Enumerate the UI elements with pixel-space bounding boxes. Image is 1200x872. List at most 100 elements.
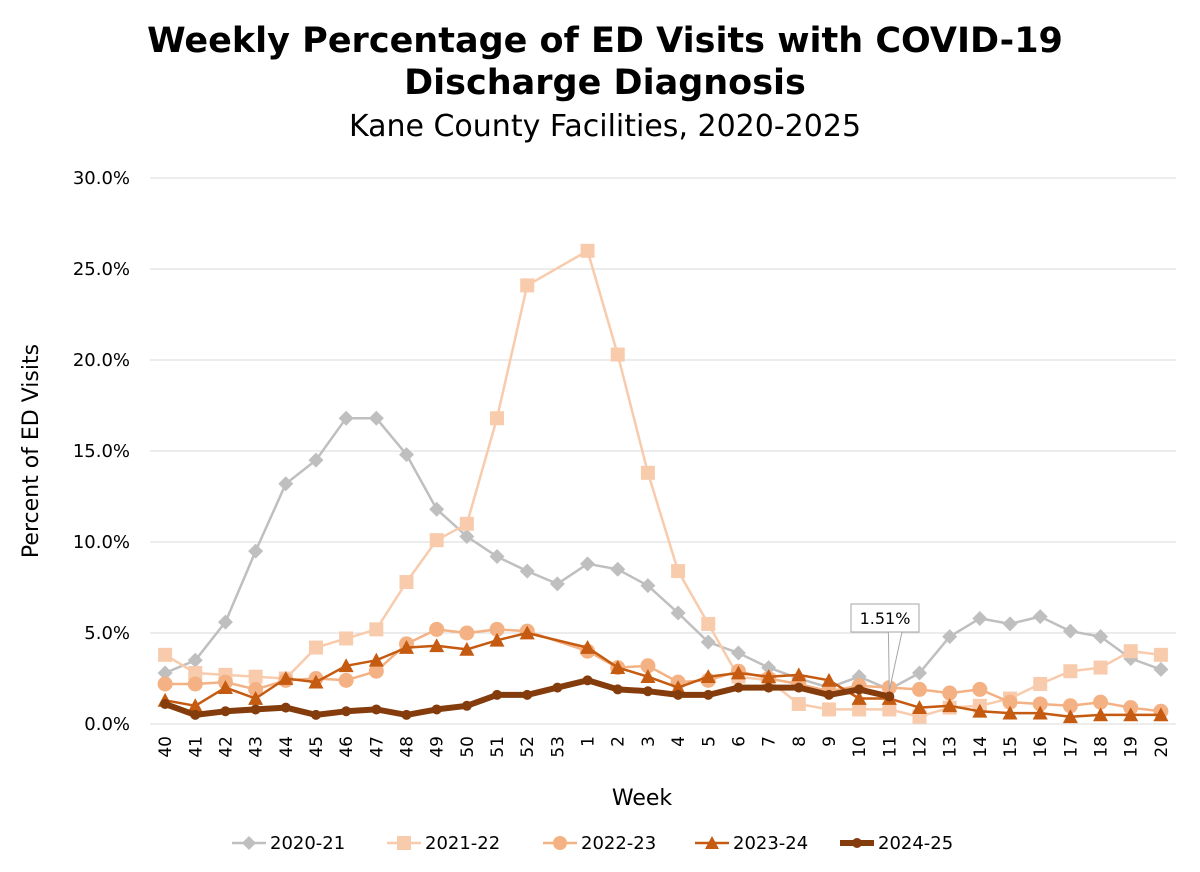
- legend-item-2020-21: 2020-21: [232, 833, 345, 854]
- x-axis-label: Week: [612, 786, 673, 811]
- data-point: [489, 632, 505, 647]
- data-point: [338, 658, 354, 673]
- data-point: [308, 452, 324, 468]
- data-point: [157, 665, 173, 681]
- legend-label: 2023-24: [733, 833, 808, 854]
- y-tick-label: 10.0%: [73, 532, 130, 553]
- x-tick-label: 53: [548, 736, 568, 758]
- data-point: [522, 689, 533, 700]
- x-tick-label: 11: [880, 736, 900, 758]
- legend-item-2022-23: 2022-23: [543, 833, 656, 854]
- data-point: [310, 709, 321, 720]
- data-point: [341, 706, 352, 717]
- data-point: [338, 410, 354, 426]
- x-tick-label: 2: [609, 736, 629, 747]
- x-tick-label: 7: [760, 736, 780, 747]
- data-point: [459, 641, 475, 656]
- data-point: [701, 616, 716, 631]
- x-tick-label: 42: [216, 736, 236, 758]
- x-tick-label: 6: [729, 736, 749, 747]
- x-tick-label: 14: [971, 736, 991, 758]
- data-point: [1002, 705, 1018, 720]
- data-point: [187, 676, 203, 692]
- data-point: [1093, 694, 1109, 710]
- x-tick-label: 20: [1152, 736, 1172, 758]
- data-point: [1153, 661, 1169, 677]
- data-point: [942, 698, 958, 713]
- y-axis-label: Percent of ED Visits: [19, 344, 44, 558]
- data-point: [793, 682, 804, 693]
- data-point: [489, 621, 505, 637]
- data-point: [368, 663, 384, 679]
- data-point: [730, 645, 746, 661]
- data-point: [912, 700, 927, 714]
- data-callout: 1.51%: [850, 603, 920, 691]
- legend: 2020-21 2021-22 2022-23 2023-24 2024-25: [232, 833, 953, 854]
- data-point: [823, 689, 834, 700]
- data-point: [401, 709, 412, 720]
- legend-swatch-marker: [553, 836, 567, 850]
- x-axis-ticks: 40 41 42 43 44 45 46 47 48 49 50 51 52 53 1 2 3 4 5 6 7 8 9 10 1…: [156, 736, 1172, 758]
- data-point: [1062, 709, 1078, 724]
- data-point: [912, 665, 927, 681]
- data-point: [1002, 694, 1018, 710]
- legend-label: 2024-25: [878, 833, 953, 854]
- legend-label: 2021-22: [425, 833, 500, 854]
- data-point: [431, 704, 442, 715]
- x-tick-label: 10: [850, 736, 870, 758]
- data-point: [942, 629, 958, 645]
- data-point: [1123, 644, 1138, 659]
- data-point: [308, 674, 324, 689]
- data-point: [187, 652, 203, 668]
- data-point: [429, 533, 444, 548]
- x-tick-label: 19: [1122, 736, 1142, 758]
- data-point: [673, 689, 684, 700]
- series-line: [163, 416, 1163, 691]
- x-tick-label: 41: [186, 736, 206, 758]
- series-group: [157, 243, 1169, 724]
- data-point: [459, 529, 475, 545]
- data-point: [1062, 698, 1078, 714]
- data-point: [552, 682, 563, 693]
- data-point: [187, 698, 203, 713]
- x-tick-label: 8: [790, 736, 810, 747]
- x-tick-label: 49: [428, 736, 448, 758]
- data-point: [217, 614, 233, 630]
- data-point: [610, 660, 626, 674]
- data-point: [429, 638, 445, 653]
- data-point: [217, 680, 233, 694]
- data-point: [549, 576, 565, 592]
- legend-swatch-marker: [242, 836, 256, 850]
- data-point: [640, 578, 656, 594]
- data-point: [854, 684, 865, 695]
- data-point: [158, 647, 173, 662]
- x-tick-label: 48: [398, 736, 418, 758]
- data-point: [368, 410, 384, 426]
- data-point: [700, 669, 716, 684]
- data-point: [248, 669, 263, 684]
- data-point: [670, 680, 686, 694]
- data-point: [763, 682, 774, 693]
- data-point: [308, 640, 323, 655]
- legend-swatch-marker: [397, 836, 411, 850]
- legend-swatch-marker: [705, 836, 719, 849]
- data-point: [519, 563, 535, 579]
- data-point: [733, 682, 744, 693]
- series-2022-23: [157, 621, 1169, 719]
- data-point: [761, 669, 777, 684]
- legend-item-2024-25: 2024-25: [840, 833, 953, 854]
- legend-label: 2022-23: [581, 833, 656, 854]
- chart-title-line-1: Weekly Percentage of ED Visits with COVI…: [147, 21, 1063, 61]
- x-tick-label: 17: [1061, 736, 1081, 758]
- data-point: [280, 702, 291, 713]
- data-point: [852, 702, 867, 717]
- data-point: [610, 347, 625, 362]
- data-point: [640, 465, 655, 480]
- chart-title-line-2: Discharge Diagnosis: [404, 63, 806, 103]
- y-axis-ticks: 0.0% 5.0% 10.0% 15.0% 20.0% 25.0% 30.0%: [73, 168, 130, 735]
- data-point: [188, 666, 203, 681]
- data-point: [278, 671, 294, 685]
- data-point: [612, 684, 623, 695]
- data-point: [761, 660, 777, 676]
- data-point: [248, 681, 264, 697]
